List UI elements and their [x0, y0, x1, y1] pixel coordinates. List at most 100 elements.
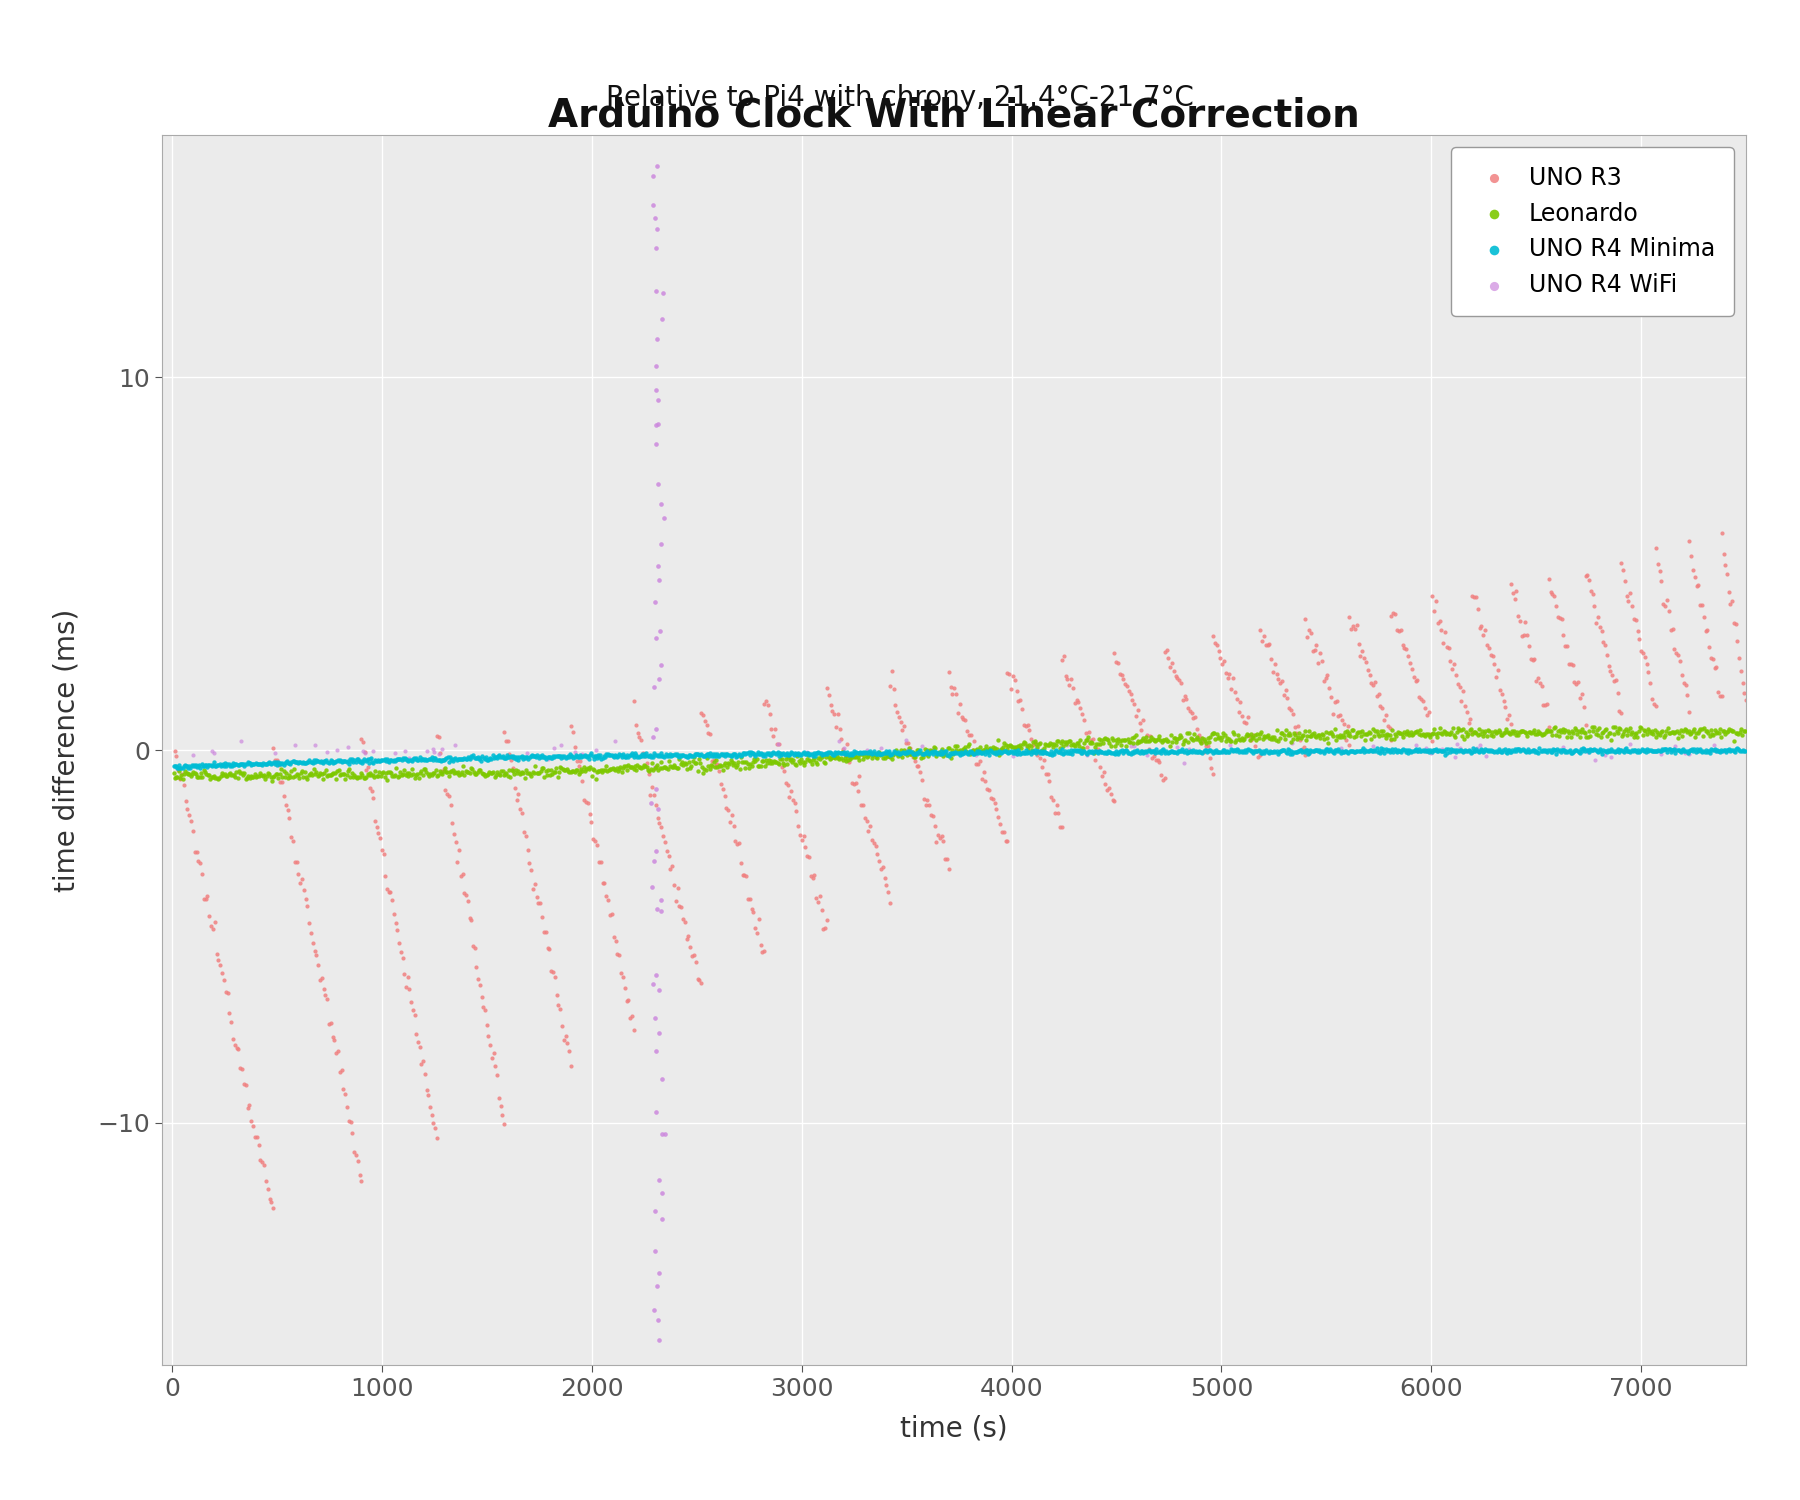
- Leonardo: [1591, 717, 1620, 741]
- UNO R4 Minima: [729, 741, 758, 765]
- UNO R3: [1091, 772, 1120, 796]
- UNO R3: [1382, 618, 1411, 642]
- UNO R3: [787, 828, 815, 852]
- UNO R4 Minima: [209, 754, 238, 778]
- UNO R4 Minima: [583, 746, 612, 770]
- Leonardo: [378, 764, 407, 788]
- UNO R3: [1332, 728, 1361, 752]
- UNO R3: [914, 794, 943, 818]
- UNO R4 Minima: [455, 747, 484, 771]
- UNO R3: [542, 982, 571, 1006]
- UNO R3: [1305, 640, 1334, 664]
- UNO R3: [1561, 669, 1589, 693]
- UNO R3: [1721, 612, 1750, 636]
- UNO R3: [1001, 669, 1030, 693]
- UNO R4 Minima: [806, 742, 835, 766]
- UNO R4 Minima: [1339, 740, 1368, 764]
- UNO R4 Minima: [227, 753, 256, 777]
- UNO R3: [1359, 672, 1388, 696]
- UNO R4 WiFi: [1193, 738, 1222, 762]
- UNO R3: [1496, 572, 1525, 596]
- UNO R4 Minima: [524, 744, 553, 768]
- UNO R4 WiFi: [358, 740, 387, 764]
- Leonardo: [1445, 718, 1474, 742]
- UNO R4 Minima: [227, 752, 256, 776]
- UNO R3: [209, 968, 238, 992]
- Leonardo: [659, 754, 688, 778]
- UNO R4 Minima: [1494, 738, 1523, 762]
- UNO R4 Minima: [1561, 738, 1589, 762]
- UNO R4 Minima: [1649, 738, 1678, 762]
- UNO R3: [713, 795, 742, 819]
- UNO R4 Minima: [882, 741, 911, 765]
- UNO R3: [1638, 687, 1667, 711]
- UNO R3: [923, 824, 952, 848]
- UNO R4 Minima: [1688, 740, 1717, 764]
- UNO R3: [1390, 636, 1418, 660]
- Leonardo: [977, 735, 1006, 759]
- UNO R4 Minima: [1107, 738, 1136, 762]
- UNO R4 Minima: [1049, 741, 1078, 765]
- Leonardo: [1141, 728, 1170, 752]
- Leonardo: [896, 742, 925, 766]
- Leonardo: [1233, 723, 1262, 747]
- UNO R3: [994, 830, 1022, 854]
- UNO R3: [1634, 660, 1663, 684]
- Leonardo: [724, 750, 752, 774]
- Leonardo: [178, 762, 207, 786]
- UNO R3: [1138, 747, 1166, 771]
- UNO R3: [1714, 579, 1742, 603]
- UNO R3: [1417, 722, 1445, 746]
- Leonardo: [1348, 718, 1377, 742]
- UNO R4 Minima: [1301, 738, 1330, 762]
- UNO R3: [1723, 628, 1751, 652]
- UNO R4 Minima: [1363, 740, 1391, 764]
- Leonardo: [193, 762, 221, 786]
- UNO R3: [1683, 574, 1712, 598]
- UNO R4 WiFi: [1400, 732, 1429, 756]
- UNO R4 WiFi: [425, 742, 454, 766]
- UNO R4 Minima: [1274, 738, 1303, 762]
- Leonardo: [538, 762, 567, 786]
- UNO R4 Minima: [767, 744, 796, 768]
- UNO R3: [632, 752, 661, 776]
- UNO R4 Minima: [236, 753, 265, 777]
- UNO R3: [493, 729, 522, 753]
- UNO R4 Minima: [211, 752, 239, 776]
- UNO R3: [423, 1126, 452, 1150]
- Leonardo: [754, 747, 783, 771]
- UNO R3: [1276, 698, 1305, 721]
- Leonardo: [1402, 718, 1431, 742]
- Leonardo: [171, 759, 200, 783]
- Leonardo: [806, 744, 835, 768]
- UNO R3: [173, 796, 202, 820]
- UNO R3: [284, 862, 313, 886]
- Leonardo: [299, 764, 328, 788]
- UNO R3: [540, 964, 569, 988]
- UNO R4 Minima: [171, 754, 200, 778]
- UNO R3: [720, 815, 749, 839]
- UNO R3: [1618, 594, 1647, 618]
- Leonardo: [1413, 722, 1442, 746]
- UNO R3: [842, 778, 871, 802]
- UNO R4 Minima: [684, 742, 713, 766]
- Leonardo: [635, 758, 664, 782]
- UNO R3: [1400, 669, 1429, 693]
- UNO R3: [812, 908, 841, 932]
- UNO R4 Minima: [461, 746, 490, 770]
- UNO R3: [279, 828, 308, 852]
- Leonardo: [1442, 720, 1471, 744]
- Leonardo: [1044, 729, 1073, 753]
- Leonardo: [445, 762, 473, 786]
- Leonardo: [711, 752, 740, 776]
- UNO R3: [1186, 726, 1215, 750]
- UNO R4 Minima: [437, 748, 466, 772]
- UNO R4 Minima: [412, 747, 441, 771]
- UNO R4 Minima: [1332, 738, 1361, 762]
- Leonardo: [1237, 722, 1265, 746]
- UNO R4 Minima: [1411, 738, 1440, 762]
- Leonardo: [853, 746, 882, 770]
- UNO R3: [1669, 672, 1697, 696]
- Leonardo: [934, 736, 963, 760]
- UNO R3: [1514, 634, 1543, 658]
